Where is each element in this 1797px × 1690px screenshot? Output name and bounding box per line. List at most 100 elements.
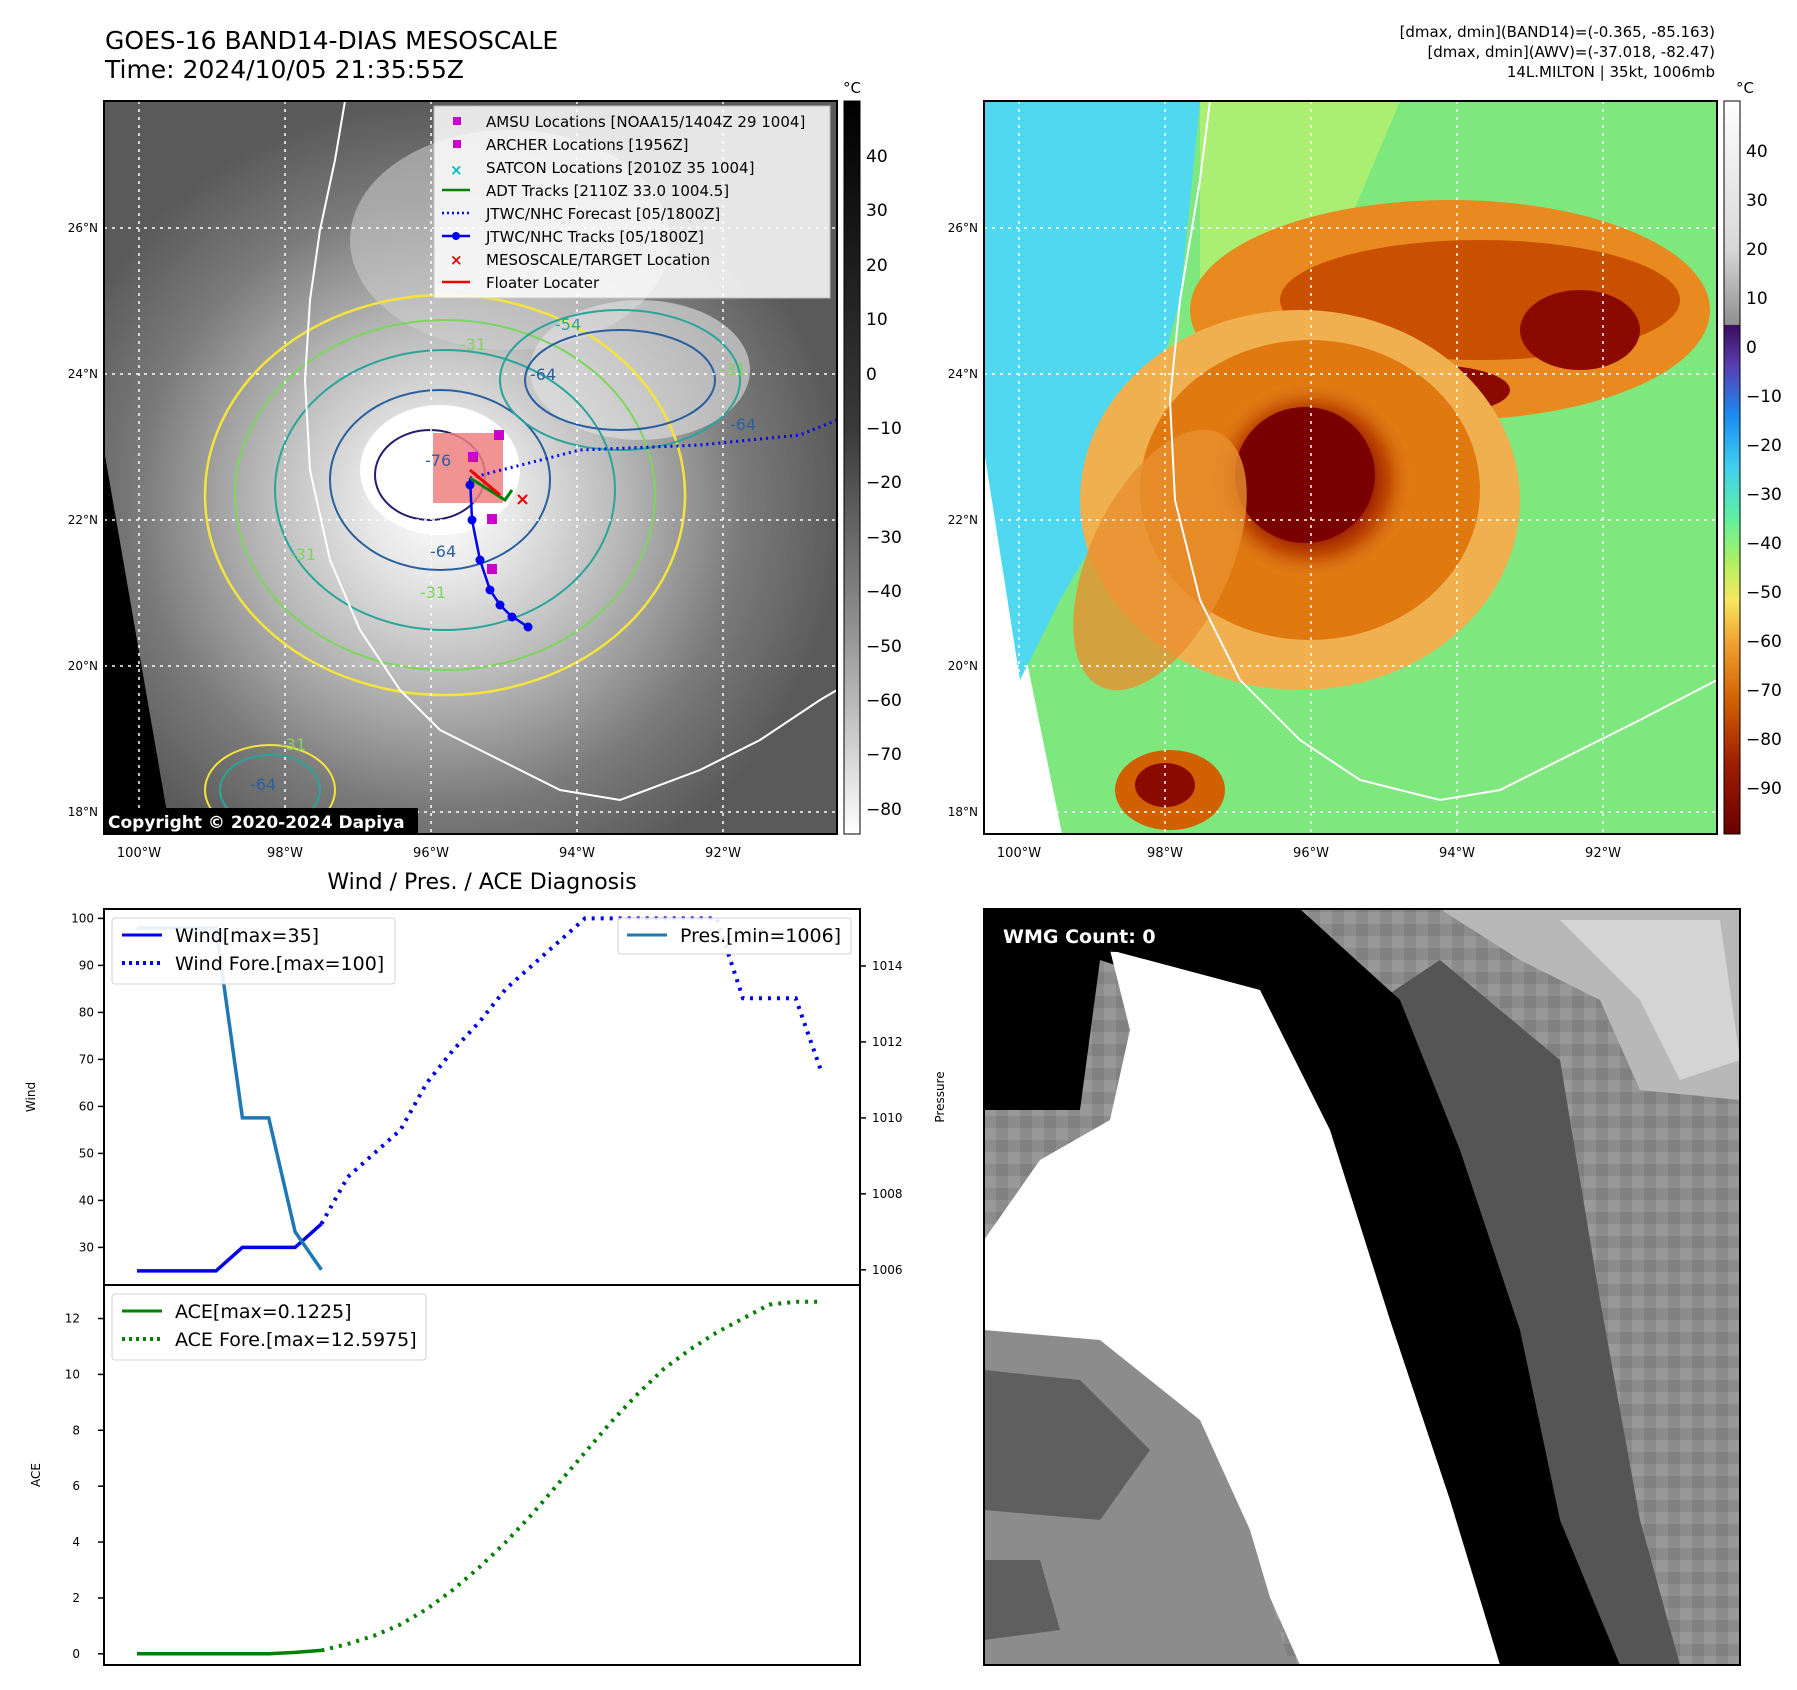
ace-tick-label: 2: [72, 1591, 80, 1605]
diagnosis-title: Wind / Pres. / ACE Diagnosis: [327, 870, 636, 895]
awv-map-image: [984, 101, 1717, 834]
svg-text:−90: −90: [1746, 779, 1782, 799]
pressure-axis-ticks: 1006 1008 1010 1012 1014: [860, 959, 903, 1277]
svg-text:26°N: 26°N: [68, 221, 98, 235]
wind-tick-label: 50: [79, 1146, 94, 1160]
svg-text:×: ×: [450, 251, 463, 269]
svg-text:98°W: 98°W: [267, 846, 303, 861]
svg-text:-76: -76: [425, 451, 451, 470]
ir-colorbar: [843, 100, 861, 835]
svg-text:0: 0: [1746, 338, 1757, 358]
svg-text:-31: -31: [280, 735, 306, 754]
svg-text:−10: −10: [866, 419, 902, 439]
svg-text:94°W: 94°W: [559, 846, 595, 861]
wmg-frame: [983, 908, 1741, 1666]
pressure-legend-box: [617, 917, 852, 955]
figure-title: GOES-16 BAND14-DIAS MESOSCALE Time: 2024…: [105, 26, 558, 84]
svg-text:−40: −40: [866, 582, 902, 602]
awv-lon-labels: 100°W 98°W 96°W 94°W 92°W: [997, 846, 1621, 861]
svg-text:26°N: 26°N: [948, 221, 978, 235]
figure-stats: [dmax, dmin](BAND14)=(-0.365, -85.163) […: [1400, 22, 1715, 82]
svg-text:98°W: 98°W: [1147, 846, 1183, 861]
svg-text:−50: −50: [1746, 583, 1782, 603]
svg-text:22°N: 22°N: [948, 513, 978, 527]
svg-text:-31: -31: [420, 583, 446, 602]
copyright-box: [104, 808, 418, 834]
ace-tick-label: 4: [72, 1535, 80, 1549]
ir-lat-labels: 26°N 24°N 22°N 20°N 18°N: [68, 221, 98, 819]
series-ace: [137, 1648, 322, 1656]
svg-text:−20: −20: [866, 473, 902, 493]
svg-text:24°N: 24°N: [948, 367, 978, 381]
ace-axis-label: ACE: [29, 1463, 43, 1487]
wind-tick-label: 90: [79, 958, 94, 972]
svg-text:-64: -64: [430, 542, 456, 561]
wind-axis-ticks: 30 40 50 60 70 80 90 100: [71, 911, 104, 1254]
legend-wind-fore: Wind Fore.[max=100]: [175, 953, 384, 975]
svg-text:100°W: 100°W: [997, 846, 1041, 861]
svg-text:-64: -64: [250, 775, 276, 794]
wind-axis-label: Wind: [24, 1082, 38, 1112]
svg-text:×: ×: [450, 161, 463, 179]
ir-legend-labels: AMSU Locations [NOAA15/1404Z 29 1004] AR…: [485, 113, 805, 292]
svg-text:−30: −30: [1746, 485, 1782, 505]
pressure-tick-label: 1010: [872, 1111, 903, 1125]
ace-tick-label: 10: [65, 1367, 80, 1381]
legend-adt: ADT Tracks [2110Z 33.0 1004.5]: [486, 182, 729, 200]
svg-text:20°N: 20°N: [68, 659, 98, 673]
svg-text:-64: -64: [730, 415, 756, 434]
svg-text:-31: -31: [720, 360, 746, 379]
ir-lon-labels: 100°W 98°W 96°W 94°W 92°W: [117, 846, 741, 861]
pressure-tick-label: 1006: [872, 1263, 903, 1277]
legend-archer: ARCHER Locations [1956Z]: [486, 136, 689, 154]
ir-map-frame: [103, 100, 838, 835]
stats-band14: [dmax, dmin](BAND14)=(-0.365, -85.163): [1399, 23, 1715, 41]
svg-text:18°N: 18°N: [68, 805, 98, 819]
svg-text:−80: −80: [1746, 730, 1782, 750]
ace-tick-label: 8: [72, 1423, 80, 1437]
svg-text:−10: −10: [1746, 387, 1782, 407]
svg-text:−60: −60: [866, 691, 902, 711]
ir-legend-box: [433, 105, 831, 299]
stats-awv: [dmax, dmin](AWV)=(-37.018, -82.47): [1427, 43, 1715, 61]
pressure-tick-label: 1008: [872, 1187, 903, 1201]
svg-text:22°N: 22°N: [68, 513, 98, 527]
legend-forecast: JTWC/NHC Forecast [05/1800Z]: [485, 205, 720, 223]
svg-text:92°W: 92°W: [705, 846, 741, 861]
wmg-image: [984, 909, 1740, 1665]
legend-tracks: JTWC/NHC Tracks [05/1800Z]: [485, 228, 704, 246]
legend-mesoscale: MESOSCALE/TARGET Location: [486, 251, 710, 269]
svg-text:−30: −30: [866, 528, 902, 548]
awv-colorbar: [1723, 100, 1741, 835]
svg-text:92°W: 92°W: [1585, 846, 1621, 861]
svg-text:−70: −70: [866, 745, 902, 765]
wind-tick-label: 80: [79, 1005, 94, 1019]
copyright-text: Copyright © 2020-2024 Dapiya: [108, 813, 405, 833]
legend-wind: Wind[max=35]: [175, 925, 319, 947]
svg-text:100°W: 100°W: [117, 846, 161, 861]
ace-legend-box: [111, 1293, 427, 1361]
ir-legend-markers: × ×: [442, 117, 470, 284]
svg-text:20: 20: [866, 256, 888, 276]
svg-text:-54: -54: [555, 315, 581, 334]
svg-text:-31: -31: [460, 335, 486, 354]
svg-text:24°N: 24°N: [68, 367, 98, 381]
ir-colorbar-unit: °C: [843, 79, 861, 97]
awv-map-frame: [983, 100, 1718, 835]
ace-tick-label: 12: [65, 1312, 80, 1326]
wmg-label-box: [992, 920, 1182, 952]
wind-tick-label: 30: [79, 1240, 94, 1254]
series-ace-forecast: [320, 1299, 822, 1653]
legend-amsu: AMSU Locations [NOAA15/1404Z 29 1004]: [486, 113, 805, 131]
ace-tick-label: 6: [72, 1479, 80, 1493]
svg-text:-64: -64: [530, 365, 556, 384]
svg-text:×: ×: [515, 489, 530, 510]
ir-colorbar-ticks: 40 30 20 10 0 −10 −20 −30 −40 −50 −60 −7…: [866, 147, 902, 820]
svg-text:−80: −80: [866, 800, 902, 820]
svg-text:−50: −50: [866, 637, 902, 657]
awv-colorbar-ticks: 40 30 20 10 0 −10 −20 −30 −40 −50 −60 −7…: [1746, 142, 1782, 799]
series-wind: [137, 1222, 323, 1273]
svg-text:20°N: 20°N: [948, 659, 978, 673]
legend-ace: ACE[max=0.1225]: [175, 1301, 352, 1323]
